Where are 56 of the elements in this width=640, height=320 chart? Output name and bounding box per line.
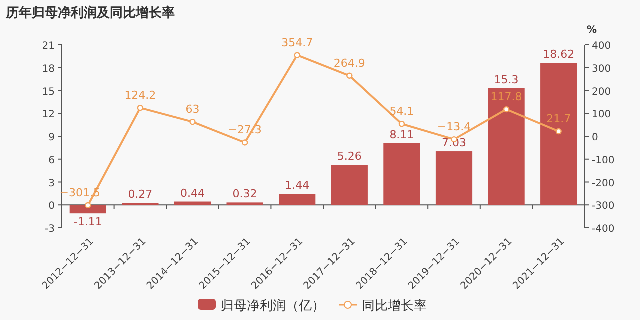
data-label: 264.9 xyxy=(334,56,366,70)
bar xyxy=(226,202,264,206)
y2-tick-label: -300 xyxy=(592,201,615,212)
bar xyxy=(331,165,368,206)
y-tick-label: 0 xyxy=(48,201,55,212)
y-tick-label: 9 xyxy=(48,132,55,144)
point xyxy=(190,118,196,126)
data-label: 18.62 xyxy=(543,48,575,62)
y2-tick-label: 200 xyxy=(592,86,612,98)
point xyxy=(85,202,92,209)
bar xyxy=(279,194,316,206)
bar xyxy=(540,63,578,206)
data-label: 354.7 xyxy=(282,36,314,50)
y2-tick-label: 100 xyxy=(592,110,612,121)
y2-tick-label: 0 xyxy=(592,132,598,144)
data-label: 21.7 xyxy=(546,112,572,126)
y-tick-label: -3 xyxy=(45,224,55,235)
legend-label: 归母净利润（亿） xyxy=(221,299,325,314)
y-tick-label: 12 xyxy=(42,110,55,121)
point xyxy=(242,140,248,146)
data-label: 1.44 xyxy=(285,179,310,192)
data-label: 124.2 xyxy=(124,89,156,102)
point xyxy=(346,72,353,80)
bar xyxy=(488,88,525,206)
bar xyxy=(70,205,106,214)
legend-label: 同比增长率 xyxy=(362,298,427,314)
data-label: 0.32 xyxy=(232,188,258,201)
point xyxy=(137,104,144,112)
chart-title: 历年归母净利润及同比增长率 xyxy=(5,5,175,21)
point xyxy=(556,128,562,135)
y2-tick-label: -200 xyxy=(592,178,615,190)
data-label: 8.11 xyxy=(390,128,414,142)
data-label: -1.11 xyxy=(74,216,102,229)
y-tick-label: 6 xyxy=(48,155,55,166)
point xyxy=(294,52,300,58)
y-tick-label: 21 xyxy=(42,41,55,52)
point xyxy=(503,106,510,113)
bar xyxy=(384,143,420,206)
y-tick-label: 15 xyxy=(42,86,55,98)
data-label: 0.44 xyxy=(180,186,205,200)
y2-tick-label: 300 xyxy=(592,64,612,75)
data-label: 54.1 xyxy=(390,105,414,118)
y2-tick-label: 400 xyxy=(592,41,612,52)
point xyxy=(398,121,406,128)
y2-tick-label: -400 xyxy=(592,224,615,235)
y-tick-label: 18 xyxy=(42,64,55,75)
data-label: 117.8 xyxy=(490,90,522,104)
data-label: 5.26 xyxy=(337,150,362,164)
data-label: −13.4 xyxy=(437,120,472,134)
data-label: 63 xyxy=(186,103,200,116)
y-tick-label: 3 xyxy=(48,178,55,190)
y2-tick-label: -100 xyxy=(592,155,615,166)
y2-axis-title: % xyxy=(587,25,598,36)
bar xyxy=(436,152,473,206)
data-label: 0.27 xyxy=(128,188,153,202)
data-label: 15.3 xyxy=(494,73,519,86)
